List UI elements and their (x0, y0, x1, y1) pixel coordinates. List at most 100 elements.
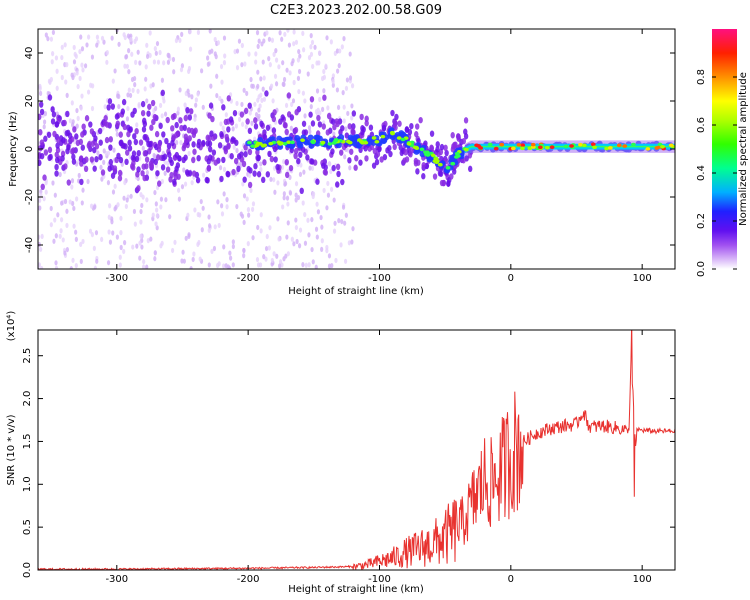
spectrogram-signal-blob (185, 106, 190, 114)
spectrogram-noise-speck (153, 46, 157, 52)
spectrogram-signal-blob (402, 157, 407, 164)
spectrogram-noise-speck (111, 78, 115, 84)
spectrogram-signal-blob (63, 163, 68, 170)
spectrogram-noise-speck (301, 30, 305, 37)
spectrogram-noise-speck (267, 36, 272, 42)
spectrogram-noise-speck (217, 261, 221, 267)
spectrogram-signal-blob (211, 149, 217, 156)
spectrogram-noise-speck (257, 107, 261, 113)
spectrogram-noise-speck (187, 232, 191, 238)
spectrogram-signal-blob (390, 109, 395, 117)
spectrogram-noise-speck (240, 121, 245, 127)
spectrogram-noise-speck (318, 96, 322, 103)
spectrogram-noise-speck (155, 40, 160, 47)
spectrogram-noise-speck (161, 95, 165, 101)
spectrogram-signal-blob (46, 131, 52, 138)
spectrogram-noise-speck (326, 192, 331, 198)
spectrogram-signal-blob (432, 173, 438, 180)
spectrogram-signal-blob (338, 129, 343, 136)
spectrogram-noise-speck (326, 180, 330, 187)
spectrogram-signal-blob (453, 141, 458, 148)
spectrogram-noise-speck (122, 248, 126, 255)
spectrogram-peak-spot (499, 142, 505, 147)
spectrogram-noise-speck (117, 103, 121, 110)
spectrogram-noise-speck (74, 236, 78, 242)
spectrogram-noise-speck (316, 107, 320, 113)
spectrogram-signal-blob (239, 111, 245, 118)
spectrogram-noise-speck (138, 60, 142, 66)
spectrogram-noise-speck (106, 260, 111, 266)
spectrogram-noise-speck (256, 83, 260, 89)
spectrogram-signal-blob (226, 126, 231, 133)
spectrogram-noise-speck (163, 170, 167, 176)
spectrogram-signal-blob (347, 123, 352, 130)
spectrogram-noise-speck (118, 262, 122, 268)
spectrogram-noise-speck (133, 82, 137, 88)
spectrogram-signal-blob (196, 154, 201, 162)
spectrogram-peak-spot (456, 154, 461, 158)
spectrogram-noise-speck (269, 176, 273, 182)
spectrogram-noise-speck (255, 256, 260, 263)
spectrogram-peak-spot (262, 143, 268, 148)
spectrogram-noise-speck (317, 50, 322, 56)
spectrogram-noise-speck (284, 102, 289, 109)
spectrogram-signal-blob (435, 146, 440, 153)
spectrogram-noise-speck (125, 63, 129, 69)
spectrogram-signal-blob (256, 154, 261, 161)
spectrogram-signal-blob (141, 126, 147, 133)
spectrogram-noise-speck (78, 48, 82, 55)
spectrogram-noise-speck (261, 86, 265, 92)
spectrogram-noise-speck (320, 238, 324, 244)
spectrogram-noise-speck (38, 262, 41, 268)
spectrogram-signal-blob (184, 169, 190, 176)
spectrogram-noise-speck (288, 70, 292, 76)
spectrogram-noise-speck (95, 258, 99, 264)
spectrogram-noise-speck (190, 180, 194, 186)
spectrogram-signal-blob (196, 142, 201, 149)
spectrogram-signal-blob (375, 150, 381, 158)
spectrogram-signal-blob (94, 156, 99, 163)
spectrogram-signal-blob (108, 136, 113, 143)
spectrogram-signal-blob (379, 156, 384, 163)
spectrogram-noise-speck (46, 36, 50, 42)
spectrogram-peak-spot (374, 139, 380, 144)
spectrogram-signal-blob (65, 147, 70, 155)
spectrogram-noise-speck (251, 235, 255, 241)
spectrogram-signal-blob (228, 116, 234, 123)
spectrogram-noise-speck (78, 75, 82, 82)
spectrogram-noise-speck (343, 154, 347, 160)
spectrogram-x-tick-label: 0 (508, 273, 514, 284)
spectrogram-noise-speck (189, 266, 193, 269)
spectrogram-noise-speck (124, 203, 128, 210)
spectrogram-signal-blob (452, 168, 457, 175)
spectrogram-signal-blob (191, 170, 197, 177)
spectrogram-noise-speck (340, 218, 344, 225)
spectrogram-noise-speck (224, 112, 228, 118)
colorbar-tick-label: 0.6 (696, 117, 707, 133)
spectrogram-noise-speck (307, 232, 311, 238)
spectrogram-signal-blob (165, 116, 170, 124)
snr-x-tick-label: -100 (368, 574, 391, 585)
spectrogram-noise-speck (151, 212, 155, 218)
spectrogram-noise-speck (237, 116, 242, 122)
spectrogram-noise-speck (122, 195, 126, 201)
spectrogram-signal-blob (125, 149, 130, 156)
spectrogram-peak-spot (400, 137, 406, 142)
spectrogram-signal-blob (288, 164, 294, 172)
spectrogram-noise-speck (310, 246, 314, 253)
spectrogram-signal-blob (241, 160, 247, 168)
spectrogram-signal-blob (284, 158, 289, 166)
spectrogram-noise-speck (232, 144, 236, 150)
spectrogram-noise-speck (304, 262, 308, 268)
snr-x-ticks: -300 -200 -100 0 100 (105, 330, 652, 585)
spectrogram-signal-blob (221, 104, 226, 111)
spectrogram-noise-speck (310, 216, 314, 223)
spectrogram-noise-speck (141, 264, 146, 269)
spectrogram-signal-blob (247, 127, 253, 135)
spectrogram-noise-speck (119, 244, 123, 251)
spectrogram-noise-speck (140, 244, 144, 250)
spectrogram-noise-speck (38, 205, 42, 211)
spectrogram-signal-blob (170, 139, 175, 147)
spectrogram-noise-speck (70, 100, 74, 106)
spectrogram-noise-speck (320, 224, 324, 230)
